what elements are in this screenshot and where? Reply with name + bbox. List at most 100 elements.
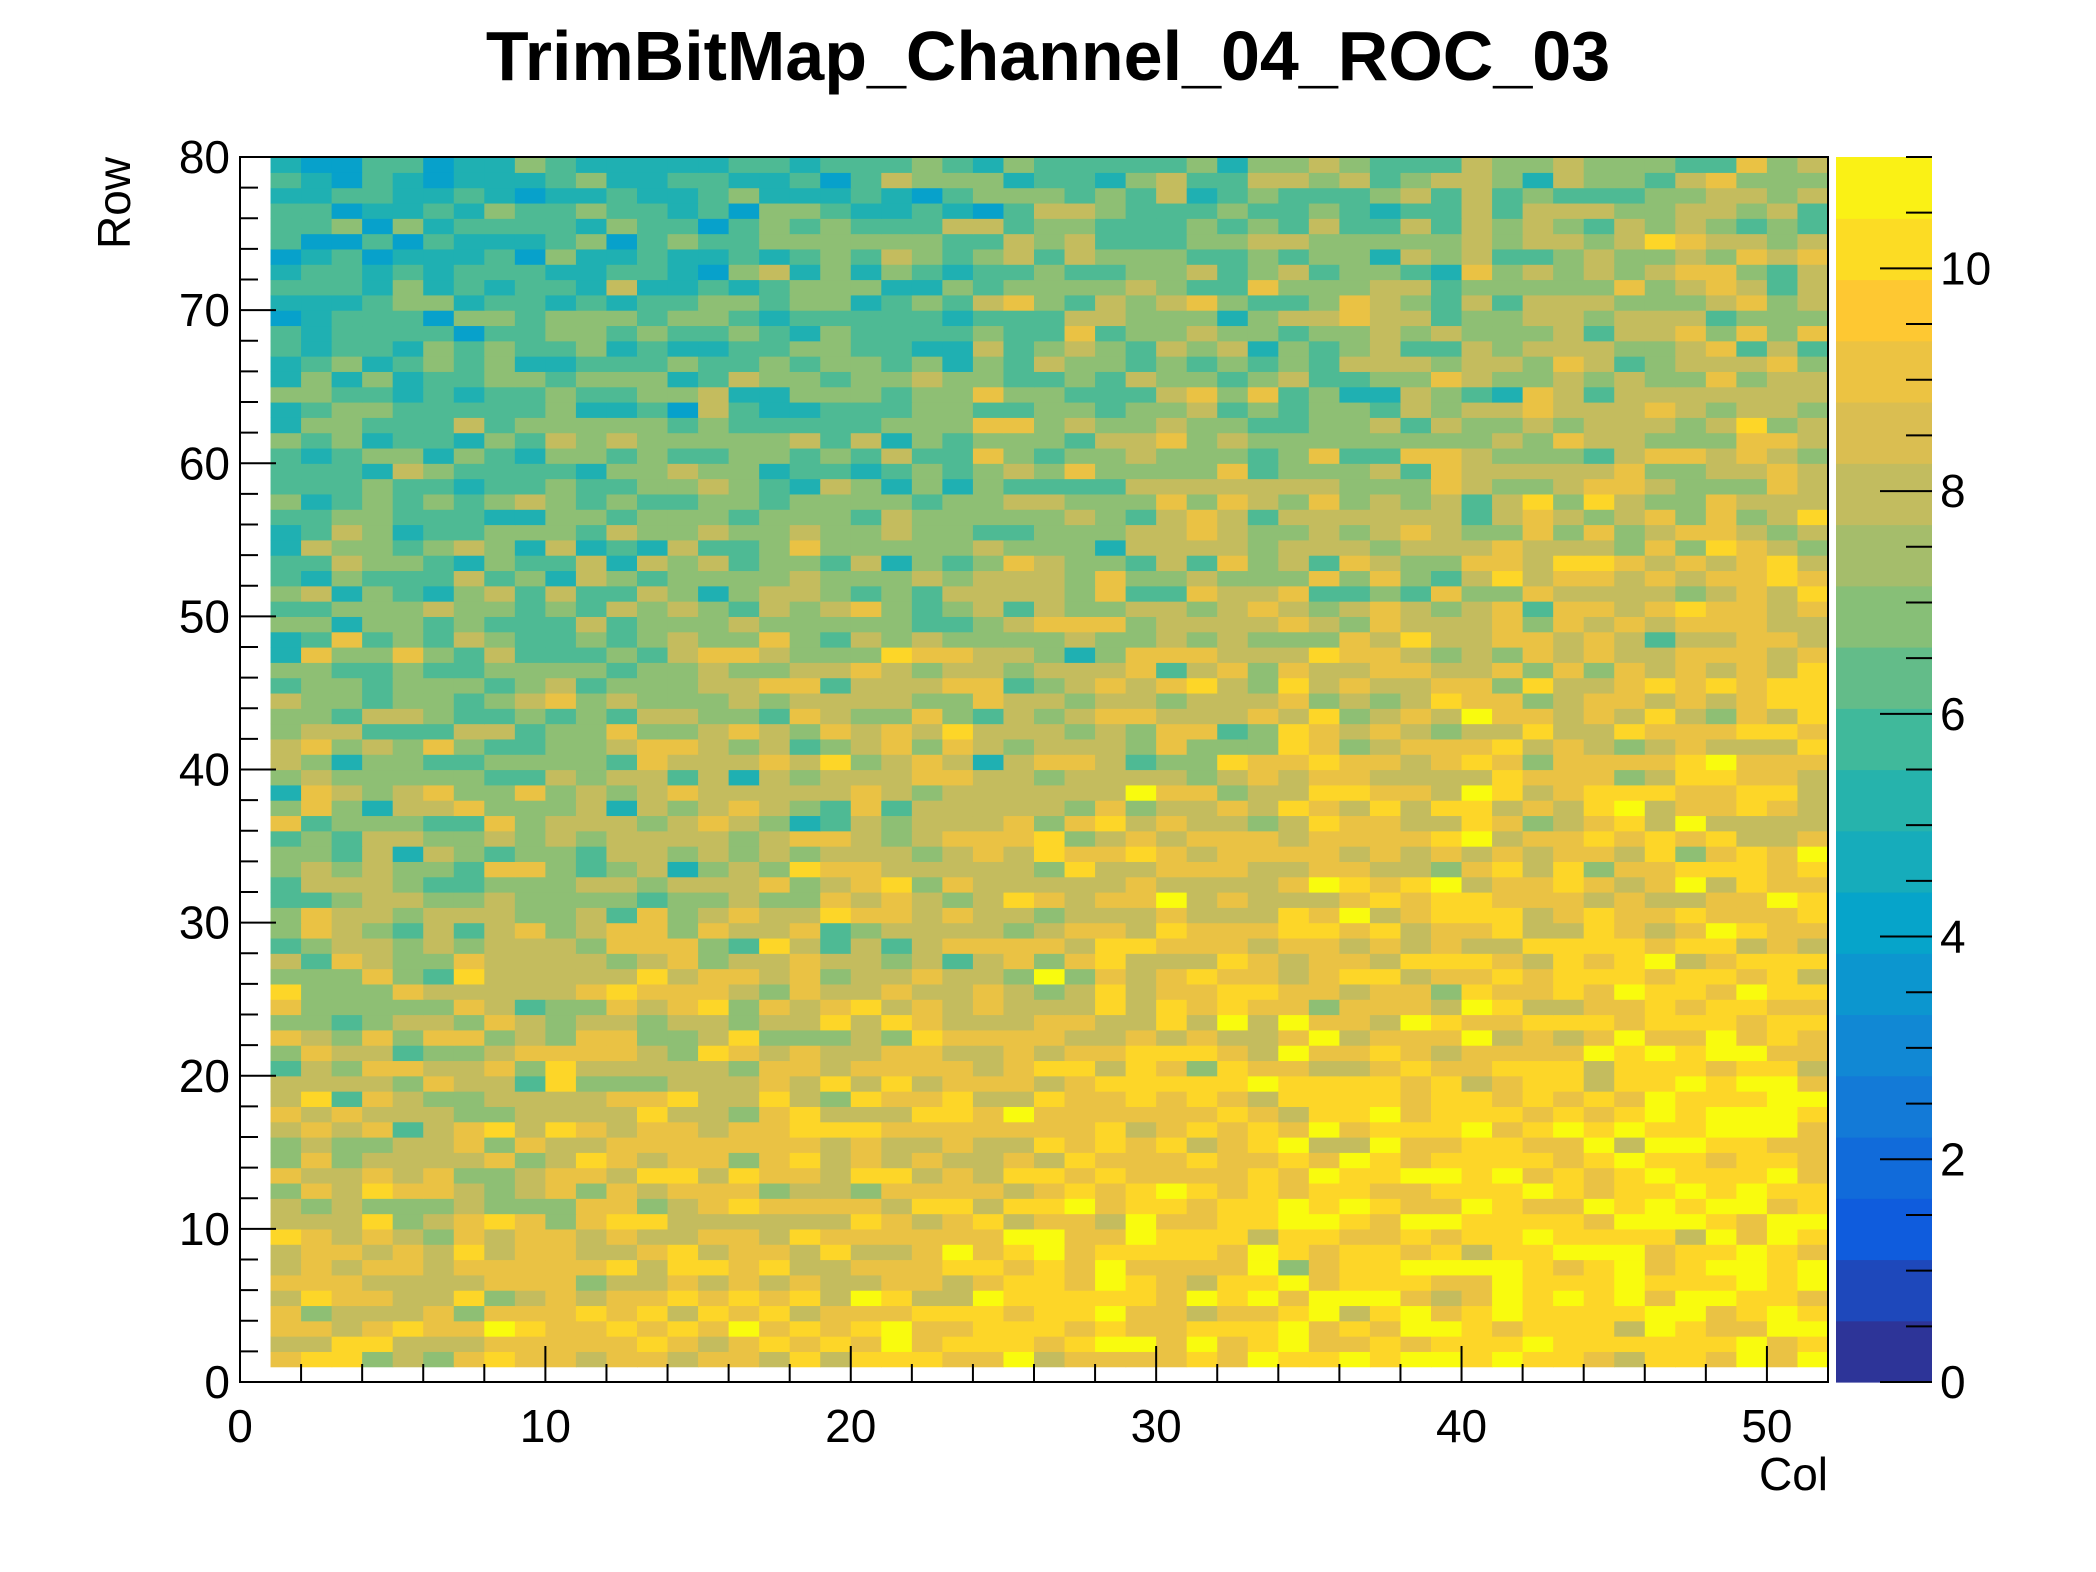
heatmap-cell (1278, 677, 1310, 694)
heatmap-cell (820, 1244, 852, 1261)
heatmap-cell (1583, 187, 1615, 204)
heatmap-cell (1156, 846, 1188, 862)
heatmap-cell (1278, 1091, 1310, 1107)
heatmap-cell (514, 1167, 546, 1184)
heatmap-cell (392, 463, 424, 480)
heatmap-cell (453, 1198, 485, 1215)
heatmap-cell (1705, 815, 1737, 832)
heatmap-cell (484, 1182, 516, 1199)
heatmap-cell (850, 892, 882, 908)
heatmap-cell (1034, 1259, 1066, 1276)
heatmap-cell (301, 999, 333, 1016)
heatmap-cell (1278, 968, 1310, 985)
heatmap-cell (1431, 922, 1463, 939)
heatmap-cell (1431, 1274, 1463, 1291)
heatmap-cell (728, 1336, 760, 1352)
heatmap-cell (1644, 953, 1676, 970)
heatmap-cell (453, 784, 485, 801)
heatmap-cell (606, 876, 638, 893)
heatmap-cell (789, 784, 821, 801)
heatmap-cell (575, 784, 608, 801)
heatmap-cell (392, 1351, 424, 1368)
heatmap-cell (1736, 1045, 1768, 1062)
heatmap-cell (850, 647, 882, 663)
heatmap-cell (1339, 1060, 1371, 1077)
heatmap-cell (575, 325, 608, 342)
heatmap-cell (514, 570, 546, 587)
heatmap-cell (1705, 325, 1737, 342)
heatmap-cell (1369, 1167, 1402, 1184)
heatmap-cell (1644, 509, 1676, 526)
heatmap-cell (1461, 601, 1493, 617)
heatmap-cell (1308, 662, 1340, 679)
colorbar-band (1836, 463, 1932, 526)
heatmap-cell (301, 708, 333, 725)
heatmap-cell (1034, 815, 1066, 832)
heatmap-cell (667, 310, 699, 327)
heatmap-cell (1064, 754, 1096, 771)
heatmap-cell (881, 1152, 913, 1169)
heatmap-cell (1644, 294, 1676, 311)
heatmap-cell (1797, 1014, 1829, 1031)
heatmap-cell (1614, 248, 1646, 265)
heatmap-cell (1583, 1274, 1615, 1291)
heatmap-cell (1003, 555, 1035, 572)
heatmap-cell (484, 892, 516, 908)
heatmap-cell (1736, 325, 1768, 342)
heatmap-cell (1369, 218, 1402, 235)
heatmap-cell (667, 1259, 699, 1276)
heatmap-cell (728, 187, 760, 204)
heatmap-cell (1461, 800, 1493, 817)
heatmap-cell (1095, 968, 1127, 985)
heatmap-cell (1186, 800, 1218, 817)
heatmap-cell (1247, 524, 1279, 541)
heatmap-cell (1797, 570, 1829, 587)
heatmap-cell (1308, 968, 1340, 985)
heatmap-cell (789, 662, 821, 679)
heatmap-cell (484, 983, 516, 1000)
heatmap-cell (1064, 800, 1096, 817)
heatmap-cell (514, 264, 546, 281)
heatmap-cell (1492, 1045, 1524, 1062)
heatmap-cell (1308, 432, 1340, 449)
heatmap-cell (1369, 539, 1402, 556)
heatmap-cell (728, 1290, 760, 1307)
heatmap-cell (1400, 340, 1432, 357)
heatmap-cell (1583, 937, 1615, 954)
heatmap-cell (1034, 1320, 1066, 1337)
heatmap-cell (1705, 830, 1737, 847)
heatmap-cell (698, 1075, 730, 1092)
heatmap-cell (1278, 172, 1310, 189)
heatmap-cell (1125, 616, 1157, 633)
heatmap-cell (789, 248, 821, 265)
heatmap-cell (1553, 555, 1585, 572)
heatmap-cell (1369, 937, 1402, 954)
heatmap-cell (1339, 754, 1371, 771)
heatmap-cell (1553, 386, 1585, 403)
heatmap-cell (1003, 1182, 1035, 1199)
heatmap-cell (850, 983, 882, 1000)
heatmap-cell (820, 677, 852, 694)
heatmap-cell (1156, 248, 1188, 265)
heatmap-cell (1247, 1198, 1279, 1215)
heatmap-cell (362, 1029, 394, 1046)
heatmap-cell (301, 279, 333, 296)
heatmap-cell (1278, 723, 1310, 740)
heatmap-cell (1186, 1244, 1218, 1261)
heatmap-cell (1583, 754, 1615, 771)
heatmap-cell (1400, 279, 1432, 296)
heatmap-cell (392, 1305, 424, 1322)
heatmap-cell (1125, 830, 1157, 847)
heatmap-cell (1644, 922, 1676, 939)
heatmap-cell (514, 539, 546, 556)
heatmap-cell (850, 846, 882, 862)
heatmap-cell (1125, 738, 1157, 755)
heatmap-cell (1705, 922, 1737, 939)
heatmap-cell (301, 1274, 333, 1291)
heatmap-cell (575, 1137, 608, 1153)
heatmap-cell (1186, 524, 1218, 541)
heatmap-cell (1553, 493, 1585, 510)
heatmap-cell (1156, 340, 1188, 357)
heatmap-cell (1034, 1198, 1066, 1215)
heatmap-cell (1003, 953, 1035, 970)
